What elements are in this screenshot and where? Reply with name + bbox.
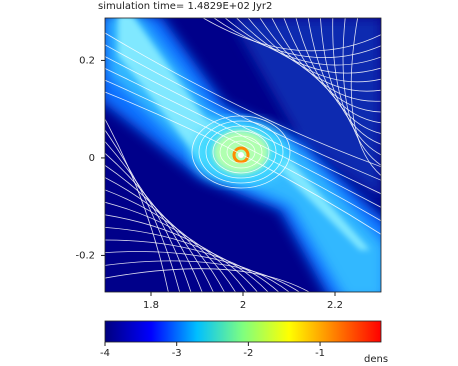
streamline (105, 251, 290, 292)
streamline (271, 18, 381, 102)
streamline (105, 129, 181, 292)
streamline (247, 18, 381, 83)
streamline (198, 120, 284, 184)
streamline (105, 32, 381, 168)
x-tick-label: 2 (240, 300, 246, 311)
streamline (295, 18, 381, 124)
streamline (105, 201, 247, 292)
streamline (320, 18, 381, 145)
y-tick-label: 0 (89, 153, 95, 164)
streamline (105, 44, 381, 181)
y-tick-label: 0.2 (79, 55, 95, 66)
streamline (105, 79, 381, 222)
streamline (202, 18, 381, 52)
streamline (205, 125, 277, 179)
streamline (105, 141, 192, 292)
chart-title: simulation time= 1.4829E+02 Jyr2 (98, 1, 272, 12)
streamline (213, 18, 381, 58)
streamline (105, 268, 310, 292)
y-tick-label: -0.2 (75, 250, 95, 261)
streamline (332, 18, 381, 156)
streamline (191, 115, 291, 189)
x-tick-label: 2.2 (327, 300, 343, 311)
colorbar-tick-label: -1 (315, 348, 325, 359)
streamline (105, 260, 300, 292)
streamline (342, 18, 381, 166)
colorbar-tick-label: -3 (172, 348, 182, 359)
density-field (105, 18, 381, 292)
streamline (105, 227, 269, 292)
streamline (212, 130, 270, 174)
streamline (105, 189, 236, 292)
colorbar (104, 320, 382, 343)
colorbar-label: dens (364, 354, 388, 365)
streamline (105, 239, 280, 292)
streamline (219, 135, 263, 169)
streamline (259, 18, 381, 92)
x-tick-label: 1.8 (143, 300, 159, 311)
streamline (105, 56, 381, 195)
streamline (105, 67, 381, 208)
streamline (307, 18, 381, 134)
colorbar-tick-label: -4 (100, 348, 110, 359)
streamline (350, 18, 381, 176)
streamline (105, 214, 258, 292)
streamline (105, 152, 203, 292)
streamline (105, 91, 381, 235)
streamline (105, 118, 169, 292)
colorbar-tick-label: -2 (243, 348, 253, 359)
